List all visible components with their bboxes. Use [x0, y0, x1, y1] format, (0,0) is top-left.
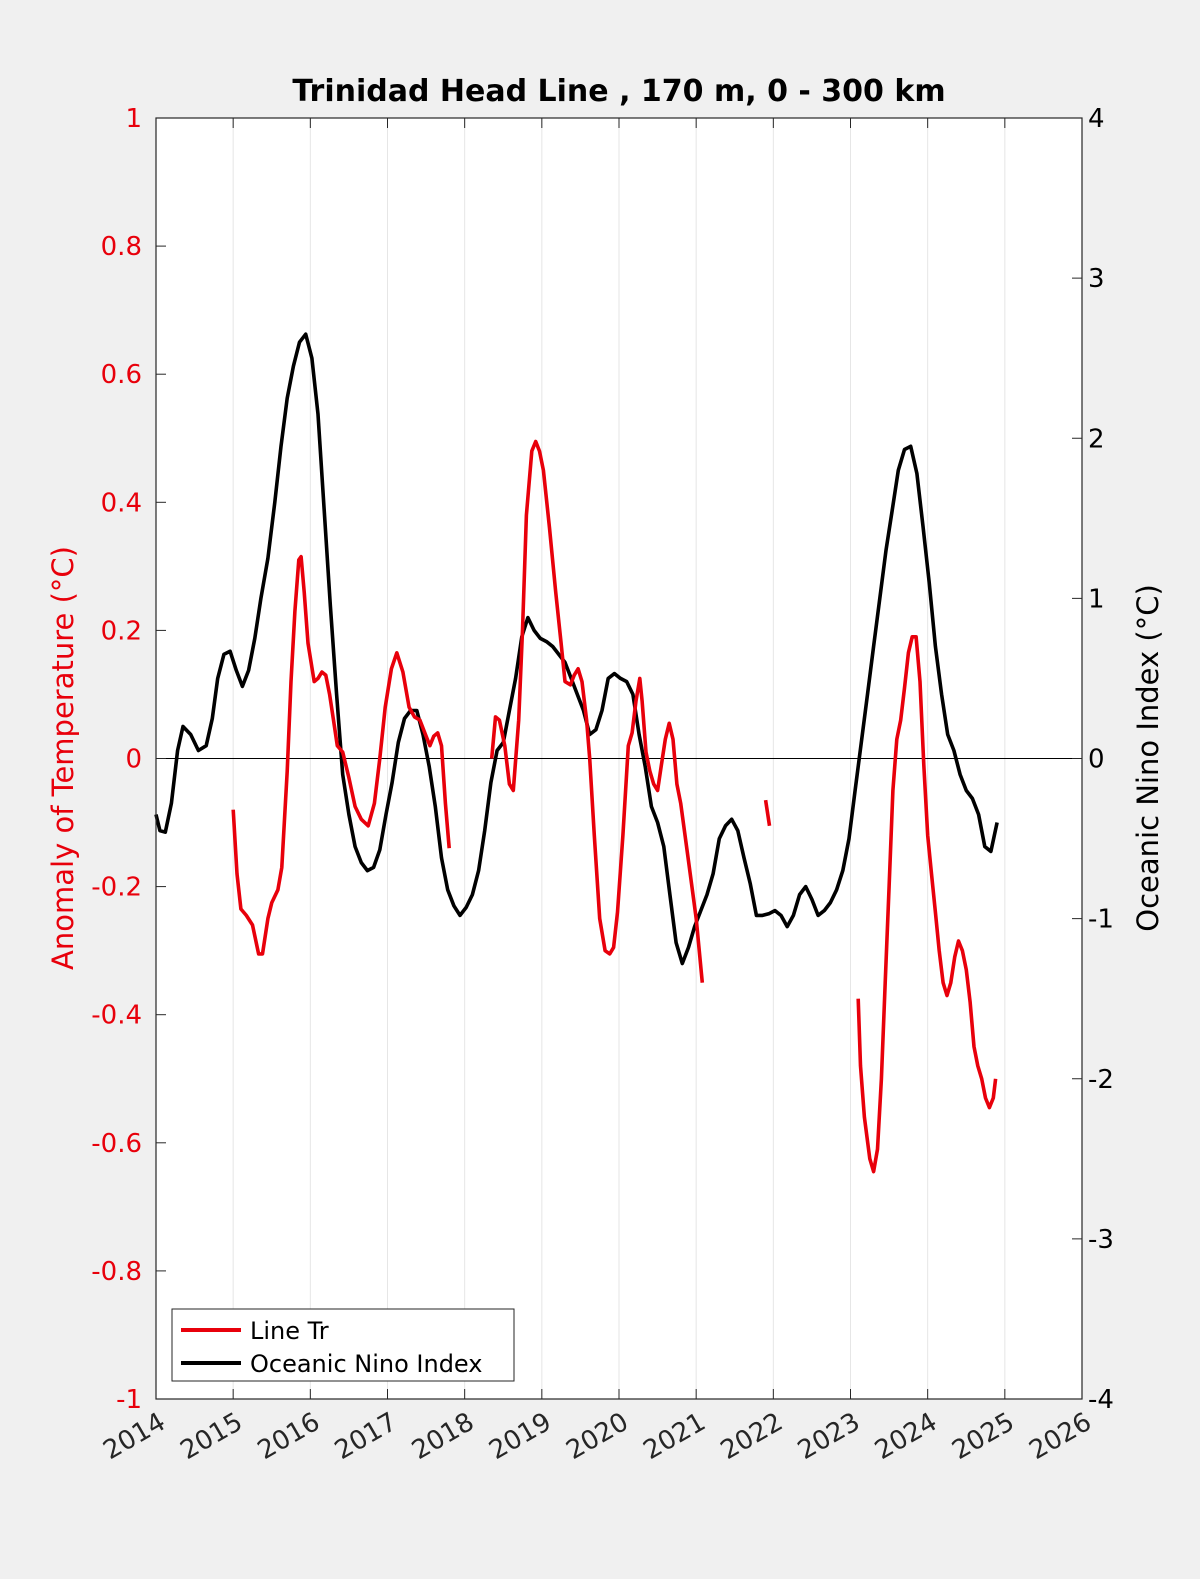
right-y-tick-label: 4	[1088, 104, 1105, 134]
right-y-tick-label: -1	[1088, 905, 1114, 935]
legend-box	[171, 1308, 515, 1382]
legend-label-oni: Oceanic Nino Index	[250, 1350, 482, 1378]
left-y-axis-label: Anomaly of Temperature (°C)	[46, 546, 80, 970]
right-y-tick-label: -4	[1088, 1385, 1114, 1415]
left-y-tick-label: 0.2	[101, 616, 142, 646]
left-y-tick-label: -1	[116, 1385, 142, 1415]
series-line-tr-segment-0	[231, 554, 451, 956]
legend-label-line-tr: Line Tr	[250, 1317, 329, 1345]
left-y-tick-label: 0	[125, 745, 142, 775]
legend: Line Tr Oceanic Nino Index	[171, 1308, 515, 1382]
right-y-tick-label: 2	[1088, 424, 1105, 454]
left-y-tick-label: 1	[125, 104, 142, 134]
right-y-tick-label: 0	[1088, 745, 1105, 775]
left-y-tick-label: 0.4	[101, 488, 142, 518]
left-y-tick-label: -0.6	[91, 1129, 142, 1159]
left-y-tick-label: 0.8	[101, 232, 142, 262]
series-layer	[154, 332, 999, 1174]
series-line-tr-segment-1	[489, 439, 705, 983]
series-line-tr-segment-2	[763, 799, 772, 827]
left-y-axis-ticks: 1 0.8 0.6 0.4 0.2 0 -0.2 -0.4 -0.6 -0.8 -1	[91, 104, 166, 1415]
left-y-tick-label: -0.8	[91, 1257, 142, 1287]
right-y-axis-ticks: 4 3 2 1 0 -1 -2 -3 -4	[1072, 104, 1114, 1415]
chart-title: Trinidad Head Line , 170 m, 0 - 300 km	[292, 74, 945, 109]
series-oni-segment-0	[154, 332, 999, 966]
series-line-tr-segment-3	[856, 634, 998, 1174]
right-y-tick-label: -2	[1088, 1065, 1114, 1095]
right-y-axis-label: Oceanic Nino Index (°C)	[1131, 584, 1165, 932]
right-y-tick-label: 1	[1088, 584, 1105, 614]
left-y-tick-label: -0.2	[91, 873, 142, 903]
right-y-tick-label: -3	[1088, 1225, 1114, 1255]
right-y-tick-label: 3	[1088, 264, 1105, 294]
left-y-tick-label: -0.4	[91, 1001, 142, 1031]
left-y-tick-label: 0.6	[101, 360, 142, 390]
